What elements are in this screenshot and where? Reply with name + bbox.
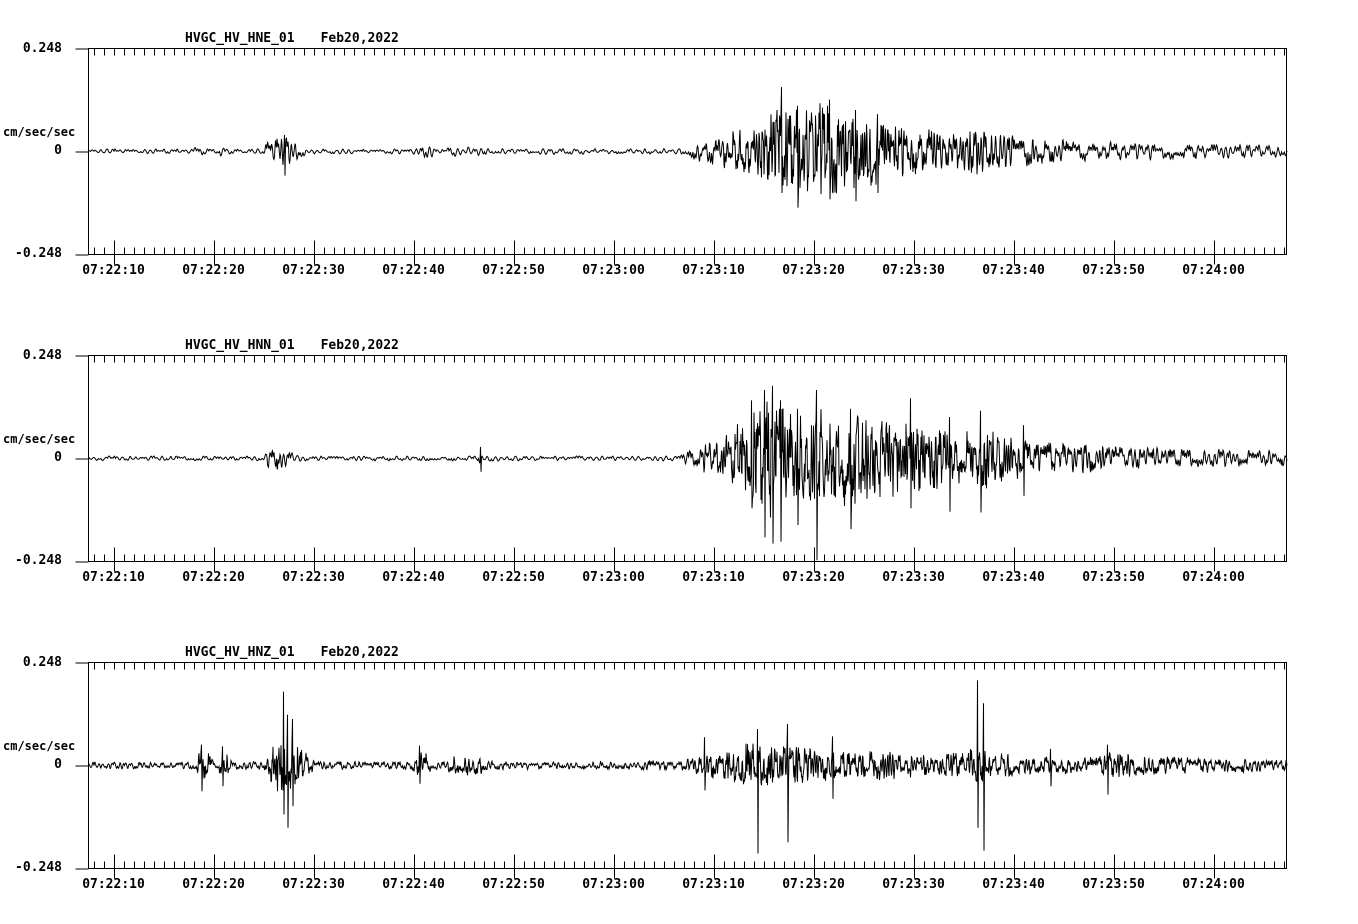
x-tick-label: 07:23:00 [582,570,645,585]
x-tick-label: 07:22:40 [382,263,445,278]
x-tick-label: 07:22:20 [182,263,245,278]
y-tick-label-min: -0.248 [15,553,62,568]
seismogram-panel-hnn: HVGC_HV_HNN_01 Feb20,2022 0.248 cm/sec/se… [0,327,1358,634]
x-tick-label: 07:24:00 [1182,263,1245,278]
trace-date: Feb20,2022 [320,338,399,353]
x-tick-label: 07:22:50 [482,877,545,892]
x-tick-label: 07:22:20 [182,877,245,892]
x-tick-label: 07:22:10 [82,263,145,278]
y-axis-units-label: cm/sec/sec [3,432,76,446]
waveform-plot-hnz [75,662,1288,879]
x-tick-label: 07:22:10 [82,877,145,892]
x-tick-label: 07:24:00 [1182,877,1245,892]
seismogram-panel-hnz: HVGC_HV_HNZ_01 Feb20,2022 0.248 cm/sec/se… [0,634,1358,924]
seismic-trace [88,385,1288,561]
x-tick-label: 07:23:30 [882,570,945,585]
trace-title: HVGC_HV_HNN_01 Feb20,2022 [185,339,399,353]
x-axis-labels: 07:22:10 07:22:20 07:22:30 07:22:40 07:22:50… [0,878,1358,894]
y-tick-label-zero: 0 [54,143,62,158]
x-tick-label: 07:23:20 [782,570,845,585]
y-axis-units-label: cm/sec/sec [3,739,76,753]
trace-id: HVGC_HV_HNZ_01 [185,645,295,660]
x-tick-label: 07:23:00 [582,263,645,278]
x-tick-label: 07:23:50 [1082,263,1145,278]
x-tick-label: 07:23:30 [882,877,945,892]
x-tick-label: 07:22:50 [482,570,545,585]
x-tick-label: 07:22:30 [282,570,345,585]
trace-id: HVGC_HV_HNE_01 [185,31,295,46]
x-tick-label: 07:23:40 [982,263,1045,278]
x-tick-label: 07:23:50 [1082,570,1145,585]
seismic-trace [88,87,1288,208]
trace-title: HVGC_HV_HNE_01 Feb20,2022 [185,32,399,46]
y-tick-label-max: 0.248 [22,41,62,56]
x-tick-label: 07:23:50 [1082,877,1145,892]
x-axis-labels: 07:22:10 07:22:20 07:22:30 07:22:40 07:22:50… [0,571,1358,587]
trace-date: Feb20,2022 [320,31,399,46]
y-tick-label-min: -0.248 [15,860,62,875]
x-tick-label: 07:23:10 [682,263,745,278]
trace-date: Feb20,2022 [320,645,399,660]
waveform-plot-hnn [75,355,1288,572]
x-tick-label: 07:23:20 [782,877,845,892]
x-tick-label: 07:22:40 [382,877,445,892]
x-tick-label: 07:22:20 [182,570,245,585]
trace-id: HVGC_HV_HNN_01 [185,338,295,353]
y-tick-label-max: 0.248 [22,655,62,670]
waveform-plot-hne [75,48,1288,265]
x-tick-label: 07:22:40 [382,570,445,585]
y-tick-label-min: -0.248 [15,246,62,261]
x-tick-label: 07:23:10 [682,570,745,585]
trace-title: HVGC_HV_HNZ_01 Feb20,2022 [185,646,399,660]
y-tick-label-max: 0.248 [22,348,62,363]
x-tick-label: 07:23:40 [982,877,1045,892]
x-tick-label: 07:22:10 [82,570,145,585]
x-tick-label: 07:24:00 [1182,570,1245,585]
x-axis-labels: 07:22:10 07:22:20 07:22:30 07:22:40 07:22:50… [0,264,1358,280]
x-tick-label: 07:23:40 [982,570,1045,585]
x-tick-label: 07:23:30 [882,263,945,278]
y-tick-label-zero: 0 [54,757,62,772]
y-tick-label-zero: 0 [54,450,62,465]
seismic-trace [88,680,1288,854]
plot-box [88,355,1287,562]
seismogram-panel-hne: HVGC_HV_HNE_01 Feb20,2022 0.248 cm/sec/se… [0,20,1358,327]
plot-box [88,48,1287,255]
x-tick-label: 07:22:50 [482,263,545,278]
x-tick-label: 07:23:00 [582,877,645,892]
x-tick-label: 07:23:20 [782,263,845,278]
x-tick-label: 07:22:30 [282,877,345,892]
x-tick-label: 07:22:30 [282,263,345,278]
x-tick-label: 07:23:10 [682,877,745,892]
y-axis-units-label: cm/sec/sec [3,125,76,139]
